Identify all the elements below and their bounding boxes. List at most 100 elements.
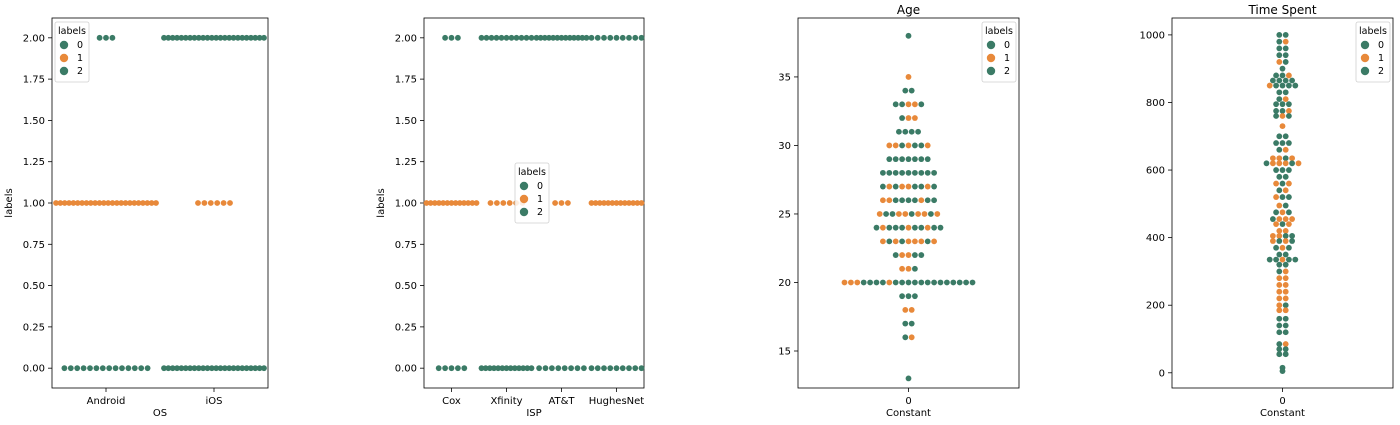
- data-point: [1276, 282, 1283, 288]
- data-point: [178, 34, 185, 41]
- data-point: [165, 365, 172, 372]
- data-point: [442, 34, 448, 41]
- data-point: [918, 224, 925, 231]
- data-point: [1276, 251, 1283, 258]
- data-point: [1270, 216, 1276, 222]
- data-point: [1279, 167, 1286, 173]
- data-point: [195, 200, 201, 206]
- data-point: [899, 156, 905, 163]
- data-point: [1286, 221, 1292, 228]
- data-point: [899, 252, 905, 258]
- data-point: [204, 34, 211, 41]
- data-point: [465, 200, 472, 206]
- data-point: [499, 365, 506, 372]
- data-point: [103, 34, 109, 41]
- data-point: [503, 365, 510, 372]
- data-point: [112, 365, 119, 372]
- data-point: [99, 365, 106, 372]
- data-point: [912, 252, 918, 258]
- data-point: [592, 200, 599, 206]
- x-tick-label: Android: [87, 396, 126, 407]
- data-point: [912, 293, 918, 300]
- data-point: [1282, 155, 1289, 162]
- data-point: [1273, 209, 1279, 216]
- data-point: [638, 34, 645, 41]
- data-point: [1279, 123, 1286, 130]
- data-point: [1276, 31, 1283, 38]
- data-point: [626, 34, 632, 41]
- data-point: [1279, 256, 1286, 263]
- chart-panel-1: 0.00 0.25 0.50 0.75 1.00 1.25 1.50 1.75 2.00 Andr…: [4, 17, 269, 419]
- legend-entry-label: 1: [1004, 53, 1010, 64]
- data-point: [427, 200, 434, 206]
- data-point: [113, 200, 120, 206]
- data-point: [1286, 244, 1292, 251]
- data-point: [886, 183, 893, 190]
- x-tick-label: 0: [1279, 396, 1285, 407]
- legend-entry-label: 1: [77, 53, 83, 64]
- data-point: [892, 279, 899, 286]
- data-point: [518, 34, 525, 41]
- data-point: [934, 211, 941, 217]
- data-point: [912, 156, 918, 163]
- data-point: [912, 224, 918, 231]
- data-point: [928, 211, 934, 217]
- data-point: [607, 365, 614, 372]
- data-point: [594, 34, 601, 41]
- data-point: [605, 200, 612, 206]
- data-point: [1286, 209, 1292, 216]
- data-point: [905, 115, 912, 121]
- data-point: [1282, 302, 1289, 309]
- data-point: [848, 279, 854, 286]
- data-point: [883, 211, 889, 217]
- legend-title: labels: [58, 26, 86, 37]
- y-tick-label: 30: [778, 141, 791, 152]
- legend-marker: [986, 40, 996, 50]
- data-point: [1282, 307, 1289, 314]
- data-point: [483, 34, 490, 41]
- data-point: [1292, 256, 1299, 263]
- data-point: [109, 34, 116, 41]
- data-point: [561, 365, 568, 372]
- data-point: [440, 200, 447, 206]
- data-point: [876, 211, 883, 217]
- data-point: [1282, 315, 1289, 322]
- data-point: [613, 34, 620, 41]
- data-point: [601, 365, 607, 372]
- data-point: [214, 200, 221, 206]
- data-point: [880, 279, 886, 286]
- legend-entry-label: 0: [1004, 40, 1010, 51]
- data-point: [1276, 187, 1283, 194]
- data-point: [261, 34, 267, 41]
- data-point: [131, 365, 138, 372]
- data-point: [908, 128, 915, 135]
- data-point: [892, 224, 899, 231]
- data-point: [1276, 45, 1283, 52]
- data-point: [1282, 31, 1289, 38]
- data-point: [1279, 368, 1286, 375]
- data-point: [899, 101, 905, 108]
- data-point: [918, 197, 925, 204]
- data-point: [486, 365, 493, 372]
- data-point: [1276, 173, 1283, 180]
- x-tick-label: iOS: [206, 396, 223, 407]
- data-point: [1276, 202, 1283, 209]
- data-point: [482, 365, 489, 372]
- data-point: [899, 224, 905, 231]
- data-point: [568, 365, 574, 372]
- data-point: [533, 34, 540, 41]
- data-point: [213, 34, 220, 41]
- data-point: [550, 34, 557, 41]
- data-point: [1273, 108, 1279, 114]
- data-point: [549, 365, 555, 372]
- data-point: [478, 365, 485, 372]
- data-point: [905, 265, 912, 272]
- legend-entry-label: 0: [77, 40, 83, 51]
- data-point: [213, 365, 220, 372]
- data-point: [448, 34, 455, 41]
- data-point: [200, 365, 207, 372]
- data-point: [511, 365, 518, 372]
- data-point: [256, 34, 263, 41]
- data-point: [448, 200, 455, 206]
- data-point: [74, 365, 81, 372]
